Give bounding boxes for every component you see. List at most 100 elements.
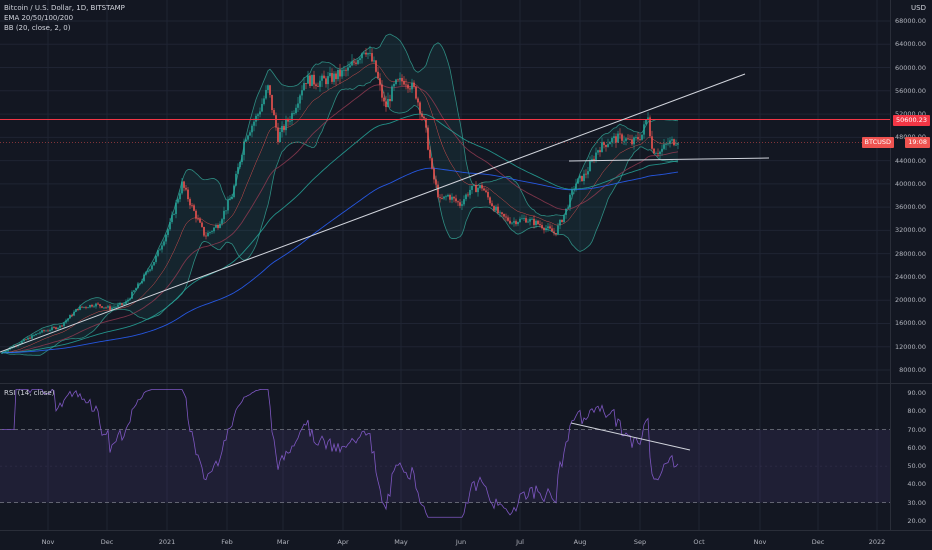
candle-body [171, 214, 173, 222]
candle-body [525, 218, 527, 223]
candle-body [61, 325, 63, 327]
bollinger-lower-line [1, 76, 679, 356]
candle-body [441, 198, 443, 199]
candle-body [375, 60, 377, 72]
candle-body [671, 139, 673, 141]
candle-body [343, 69, 345, 71]
price-axis-label: 28000.00 [894, 249, 926, 258]
candle-body [443, 196, 445, 199]
time-axis-label: Jun [455, 538, 467, 546]
candle-body [599, 150, 601, 153]
candle-body [453, 196, 455, 199]
candle-body [235, 173, 237, 186]
bb-indicator-label[interactable]: BB (20, close, 2, 0) [4, 24, 71, 32]
rsi-axis-label: 70.00 [907, 425, 926, 434]
candle-body [125, 301, 127, 304]
candle-body [521, 218, 523, 220]
candle-body [669, 140, 671, 144]
candle-body [583, 173, 585, 182]
candle-body [447, 194, 449, 197]
candle-body [79, 306, 81, 310]
rsi-panel-title[interactable]: RSI (14, close) [4, 389, 55, 397]
candle-body [471, 185, 473, 190]
candle-body [357, 59, 359, 64]
candle-body [293, 113, 295, 114]
candle-body [623, 140, 625, 142]
candle-body [387, 99, 389, 108]
candle-body [87, 307, 89, 309]
candle-body [479, 185, 481, 188]
candle-body [501, 212, 503, 214]
candle-body [289, 120, 291, 122]
candle-body [519, 218, 521, 223]
candle-body [317, 86, 319, 87]
candle-body [253, 121, 255, 126]
candle-body [301, 90, 303, 96]
candle-body [223, 210, 225, 220]
candle-body [523, 218, 525, 219]
candle-body [323, 75, 325, 79]
candle-body [305, 83, 307, 84]
candle-body [59, 325, 61, 328]
candle-body [445, 196, 447, 198]
candle-body [513, 221, 515, 223]
candle-body [621, 134, 623, 141]
candle-body [359, 58, 361, 60]
candle-body [85, 306, 87, 308]
candle-body [609, 142, 611, 145]
ema-indicator-label[interactable]: EMA 20/50/100/200 [4, 14, 74, 22]
candle-body [417, 98, 419, 103]
candle-body [169, 221, 171, 230]
candle-body [299, 95, 301, 104]
candle-body [29, 337, 31, 339]
candle-body [483, 188, 485, 191]
candle-body [219, 223, 221, 228]
rsi-axis-label: 40.00 [907, 480, 926, 489]
candle-body [365, 52, 367, 55]
candle-body [55, 327, 57, 330]
candle-body [33, 335, 35, 336]
candle-body [283, 126, 285, 131]
candle-body [399, 78, 401, 80]
candle-body [517, 222, 519, 225]
candle-body [313, 74, 315, 85]
candle-body [97, 303, 99, 305]
candle-body [409, 88, 411, 90]
candle-body [551, 228, 553, 232]
rsi-divergence-trendline [570, 422, 691, 451]
time-axis-label: Sep [633, 538, 647, 546]
rsi-axis-label: 60.00 [907, 443, 926, 452]
candle-body [587, 171, 589, 175]
resistance-price-badge: 50600.23 [892, 115, 930, 126]
candle-body [143, 274, 145, 281]
candle-body [427, 127, 429, 150]
time-axis-label: Nov [753, 538, 767, 546]
candle-body [121, 303, 123, 305]
candle-body [613, 136, 615, 139]
candle-body [113, 307, 115, 309]
candle-body [389, 99, 391, 102]
candle-body [51, 327, 53, 330]
ema-200-line [1, 167, 679, 354]
candle-body [179, 193, 181, 200]
time-axis-label: Dec [100, 538, 114, 546]
currency-label: USD [911, 4, 926, 12]
candle-body [433, 168, 435, 180]
candle-body [157, 250, 159, 256]
candle-body [163, 241, 165, 246]
candle-body [397, 79, 399, 81]
candle-body [115, 306, 117, 308]
candle-body [377, 71, 379, 79]
candle-body [509, 220, 511, 224]
candle-body [475, 184, 477, 193]
price-axis-label: 32000.00 [894, 226, 926, 235]
candle-body [585, 173, 587, 175]
candle-body [333, 73, 335, 82]
rsi-line [2, 388, 679, 518]
candle-body [303, 83, 305, 91]
candle-body [369, 53, 371, 54]
candle-body [541, 225, 543, 229]
candle-body [421, 113, 423, 117]
candle-body [173, 213, 175, 215]
